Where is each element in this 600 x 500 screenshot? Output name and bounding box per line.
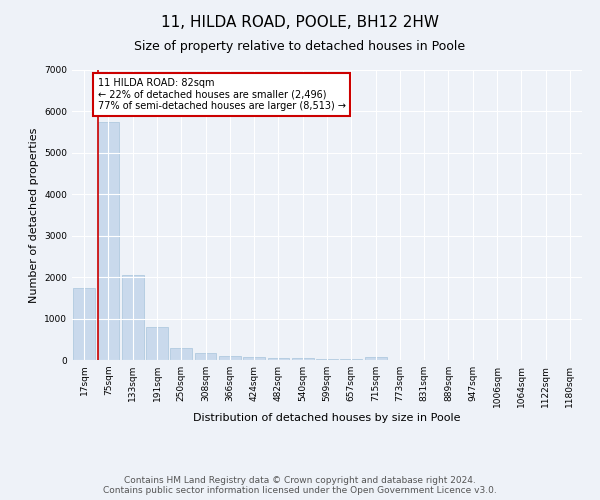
Bar	[340, 359, 362, 360]
Text: 11, HILDA ROAD, POOLE, BH12 2HW: 11, HILDA ROAD, POOLE, BH12 2HW	[161, 15, 439, 30]
Bar	[73, 288, 95, 360]
Bar	[170, 348, 192, 360]
Bar	[316, 359, 338, 360]
Bar	[122, 275, 143, 360]
Text: 11 HILDA ROAD: 82sqm
← 22% of detached houses are smaller (2,496)
77% of semi-de: 11 HILDA ROAD: 82sqm ← 22% of detached h…	[98, 78, 346, 112]
Bar	[365, 357, 386, 360]
Bar	[292, 358, 314, 360]
Bar	[97, 122, 119, 360]
X-axis label: Distribution of detached houses by size in Poole: Distribution of detached houses by size …	[193, 412, 461, 422]
Text: Contains HM Land Registry data © Crown copyright and database right 2024.
Contai: Contains HM Land Registry data © Crown c…	[103, 476, 497, 495]
Y-axis label: Number of detached properties: Number of detached properties	[29, 128, 38, 302]
Text: Size of property relative to detached houses in Poole: Size of property relative to detached ho…	[134, 40, 466, 53]
Bar	[243, 357, 265, 360]
Bar	[146, 327, 168, 360]
Bar	[219, 356, 241, 360]
Bar	[268, 358, 289, 360]
Bar	[194, 353, 217, 360]
